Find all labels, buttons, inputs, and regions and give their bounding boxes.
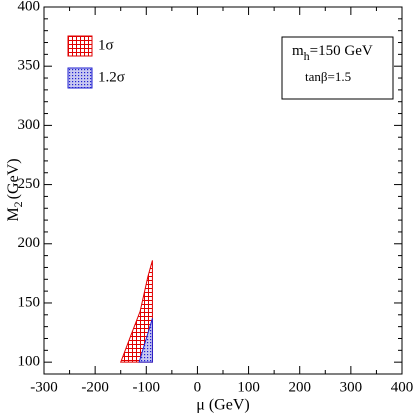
legend-swatch [67, 35, 93, 57]
y-tick-label: 250 [18, 176, 41, 192]
legend-swatch [67, 67, 93, 89]
x-tick-label: 0 [194, 379, 202, 395]
region [138, 318, 153, 363]
y-tick-label: 300 [18, 117, 41, 133]
legend-label: 1.2σ [98, 69, 125, 85]
annotation-main: m [292, 43, 304, 59]
x-tick-label: -300 [30, 379, 58, 395]
x-tick-label: -200 [81, 379, 109, 395]
y-tick-label: 100 [18, 354, 41, 370]
annotation-line2: tanβ=1.5 [305, 69, 351, 84]
svg-text:M2(GeV): M2 (GeV) [5, 158, 25, 221]
annotation-box [281, 36, 394, 100]
y-label-main: M [5, 207, 22, 221]
x-tick-label: 400 [391, 379, 414, 395]
annotation-sub: h [304, 49, 310, 63]
y-label-sub: 2 [11, 201, 25, 207]
y-axis-label: M2 (GeV) [5, 158, 25, 221]
y-tick-label: 200 [18, 235, 41, 251]
x-tick-label: 300 [340, 379, 363, 395]
y-tick-label: 350 [18, 58, 41, 74]
y-tick-label: 400 [18, 0, 41, 14]
annotation-line1: mh=150 GeV [292, 43, 373, 62]
annotation-rest: =150 GeV [310, 43, 373, 59]
x-tick-label: -100 [133, 379, 161, 395]
y-tick-label: 150 [18, 294, 41, 310]
y-label-unit: (GeV) [5, 158, 22, 199]
x-tick-label: 100 [237, 379, 260, 395]
x-tick-label: 200 [288, 379, 311, 395]
legend-label: 1σ [98, 37, 114, 53]
x-axis-label: μ (GeV) [196, 397, 249, 414]
